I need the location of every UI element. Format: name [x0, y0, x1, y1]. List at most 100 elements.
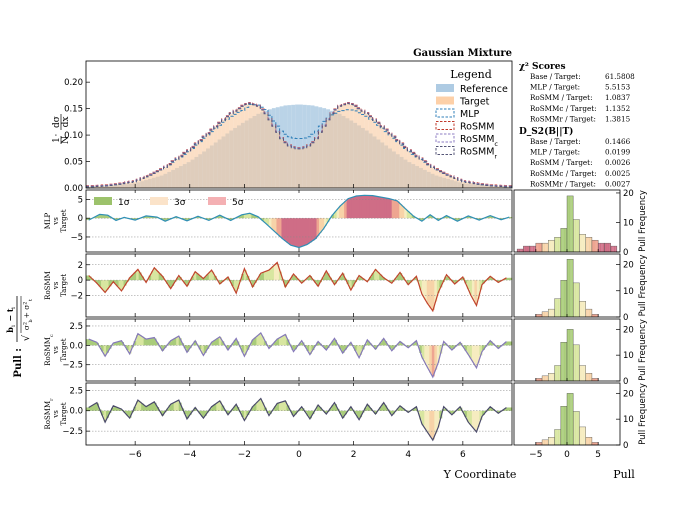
pull-fill-slice [218, 215, 222, 219]
pull-fill-slice [299, 218, 302, 248]
legend-label: Target [459, 97, 490, 108]
target-bar [380, 126, 385, 188]
pull-fill-slice [354, 410, 358, 414]
hist-bar [537, 314, 539, 317]
pull-fill-slice [238, 215, 242, 219]
pull-fill-slice [471, 410, 475, 428]
hist-bar [538, 442, 541, 445]
pull-fill-slice [389, 345, 393, 349]
hist-bar [543, 439, 546, 445]
pull-fill-slice [261, 336, 265, 346]
hist-bar [570, 393, 572, 445]
target-bar [120, 183, 125, 188]
hist-y-tick-label: 20 [623, 325, 634, 335]
target-bar [186, 150, 191, 188]
pull-fill-slice [106, 280, 109, 290]
pull-panel-label-subscript: c [49, 334, 55, 337]
pull-fill-slice [369, 276, 373, 281]
hist-bar [557, 237, 560, 252]
target-bar [457, 180, 462, 188]
hist-y-tick-label: 0 [623, 248, 628, 258]
sigma-legend: 1σ 3σ 5σ [94, 197, 244, 208]
pull-fill-slice [113, 280, 117, 284]
target-bar [209, 130, 214, 188]
target-bar [314, 138, 319, 188]
pull-fill-slice [359, 195, 363, 219]
pull-fill-slice [283, 218, 287, 241]
pull-fill-slice [166, 218, 170, 221]
target-bar [89, 186, 94, 188]
pull-fill-slice [256, 401, 260, 411]
pull-fill-slice [213, 404, 217, 411]
hist-bar [554, 237, 557, 252]
pull-fill-slice [193, 341, 197, 346]
hist-bar [538, 243, 541, 252]
hist-bar [520, 249, 522, 252]
pull-fill-slice [141, 336, 145, 346]
pull-fill-slice [396, 201, 400, 219]
target-bar [237, 108, 241, 188]
hist-bar [559, 365, 561, 381]
hist-bar [579, 301, 582, 317]
pull-fill-slice [311, 345, 315, 351]
target-bar [465, 182, 470, 188]
pull-fill-slice [283, 400, 287, 411]
pull-fill-slice [376, 271, 380, 281]
hist-bar [554, 429, 557, 445]
pull-fill-slice [161, 218, 165, 220]
pull-fill-slice [213, 339, 217, 346]
pull-fill-slice [341, 345, 345, 353]
pull-fill-slice [196, 273, 200, 281]
pull-fill-slice [314, 280, 317, 283]
ds-row-value: 0.0199 [605, 148, 631, 157]
pull-fill-slice [301, 280, 305, 283]
pull-fill-slice [146, 338, 150, 346]
target-bar [252, 104, 257, 188]
pull-fill-slice [421, 410, 425, 426]
pull-fill-slice [138, 335, 142, 346]
hist-bar [574, 282, 577, 317]
hist-bar [573, 282, 575, 317]
pull-fill-slice [291, 345, 295, 350]
ds-title: D_S2(B||T) [519, 126, 573, 137]
x-tick-label: 0 [296, 450, 302, 460]
pull-fill-slice [319, 218, 322, 233]
hist-bar [554, 365, 557, 381]
hist-bar [554, 298, 557, 317]
pull-fill-slice [391, 345, 395, 350]
hist-y-tick-label: 10 [623, 351, 634, 361]
pull-fill-slice [411, 343, 415, 346]
pull-fill-slice [399, 341, 403, 346]
hist-bar [588, 309, 591, 317]
pull-fill-slice [203, 276, 207, 281]
pull-fill-slice [431, 280, 435, 310]
target-bar [368, 116, 373, 188]
pull-fill-slice [399, 203, 403, 219]
pull-fill-slice [394, 200, 398, 219]
x-tick-label: 2 [351, 450, 357, 460]
pull-panel-label-line: Target [60, 209, 68, 232]
hist-bar [552, 437, 555, 445]
hist-bar [565, 228, 567, 252]
pull-fill-slice [136, 401, 140, 411]
pull-fill-slice [349, 342, 353, 346]
pull-fill-slice [374, 269, 378, 281]
pull-fill-slice [131, 218, 135, 220]
pull-fill-slice [103, 345, 107, 356]
pull-fill-slice [263, 218, 267, 223]
pull-line [88, 194, 510, 249]
pull-fill-slice [309, 218, 312, 243]
pull-fill-slice [276, 403, 280, 411]
hist-bar [559, 237, 561, 252]
pull-line [88, 397, 507, 442]
pull-fill-slice [396, 343, 400, 346]
hist-bar [571, 329, 574, 381]
pull-fill-slice [474, 345, 478, 367]
hist-bar [565, 342, 567, 381]
hist-bar [549, 437, 552, 445]
hist-y-axis-label: Pull Frequency [638, 190, 648, 252]
target-bar [287, 146, 292, 188]
hist-bar [538, 314, 541, 317]
pull-panel-label-line: RoSMMc [44, 334, 55, 366]
pull-fill-slice [288, 218, 292, 245]
